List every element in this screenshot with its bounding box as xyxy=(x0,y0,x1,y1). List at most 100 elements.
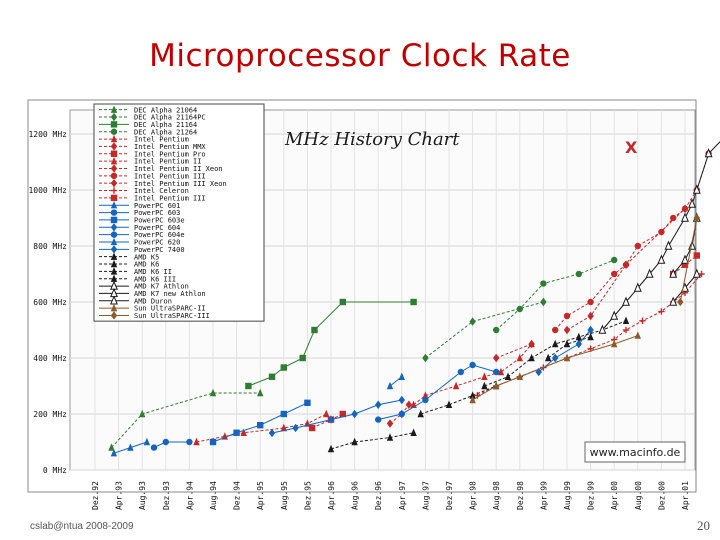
data-point xyxy=(323,409,330,418)
series xyxy=(535,325,594,377)
legend-label: AMD K7 new Athlon xyxy=(134,290,206,298)
series xyxy=(110,437,151,457)
series-line xyxy=(196,413,327,443)
legend-label: AMD K7 Athlon xyxy=(134,283,189,291)
data-point xyxy=(681,212,689,222)
data-point xyxy=(688,198,697,208)
legend-label: AMD K6 III xyxy=(134,275,176,283)
data-point xyxy=(110,449,118,457)
series-line xyxy=(378,364,497,421)
data-point xyxy=(658,308,665,315)
x-tick-label: Apr.97 xyxy=(398,481,407,510)
data-point xyxy=(110,311,118,320)
data-point xyxy=(110,194,118,202)
data-point xyxy=(398,395,405,405)
data-point xyxy=(386,381,394,390)
legend-label: Intel Pentium III Xeon xyxy=(134,180,227,188)
data-point xyxy=(110,201,118,209)
data-point xyxy=(692,184,701,194)
legend-item: Intel Pentium III Xeon xyxy=(99,178,227,188)
legend-label: PowerPC 7400 xyxy=(134,246,185,254)
x-tick-label: Dez.00 xyxy=(657,481,666,510)
x-tick-label: Apr.93 xyxy=(115,481,124,510)
data-point xyxy=(688,240,697,250)
legend-item: Sun UltraSPARC-III xyxy=(99,311,210,320)
data-point xyxy=(469,391,476,399)
data-point xyxy=(110,105,118,113)
data-point xyxy=(280,410,287,418)
x-tick-label: Aug.96 xyxy=(351,481,360,510)
legend-label: Intel Pentium III xyxy=(134,194,206,202)
legend-label: Sun UltraSPARC-II xyxy=(134,305,206,313)
data-point xyxy=(375,416,382,423)
data-point xyxy=(587,311,594,321)
data-point xyxy=(575,339,582,349)
data-point xyxy=(563,339,571,348)
data-point xyxy=(268,428,276,438)
data-point xyxy=(110,237,118,246)
data-point xyxy=(563,312,571,320)
data-point xyxy=(535,367,542,377)
data-point xyxy=(681,204,689,213)
data-point xyxy=(422,391,429,399)
data-point xyxy=(386,419,394,428)
x-tick-label: Aug.94 xyxy=(209,481,218,510)
data-point xyxy=(598,324,607,334)
data-point xyxy=(240,428,247,436)
data-point xyxy=(481,372,488,380)
data-point xyxy=(497,367,505,376)
legend-item: AMD K6 xyxy=(99,259,159,269)
legend-item: AMD K5 xyxy=(99,252,159,261)
legend-label: DEC Alpha 21264 xyxy=(134,128,197,136)
data-point xyxy=(299,354,306,362)
legend-item: PowerPC 620 xyxy=(99,237,180,247)
data-point xyxy=(110,267,118,275)
data-point xyxy=(110,164,118,173)
series xyxy=(544,332,594,362)
data-point xyxy=(622,326,630,334)
y-axis-ticks: 0 MHz 200 MHz 400 MHz 600 MHz 800 MHz 1000 MH… xyxy=(28,130,67,475)
data-point xyxy=(469,395,476,404)
series xyxy=(386,372,405,390)
legend-label: AMD Duron xyxy=(134,297,172,305)
y-tick-label: 1000 MHz xyxy=(28,186,67,195)
series xyxy=(493,339,535,363)
data-point xyxy=(481,381,488,390)
data-point xyxy=(698,270,705,278)
data-point xyxy=(504,372,512,380)
data-point xyxy=(422,353,429,363)
legend-item: AMD K6 II xyxy=(99,267,172,276)
data-point xyxy=(493,353,500,363)
x-tick-label: Dez.93 xyxy=(162,481,171,510)
data-point xyxy=(669,296,678,306)
x-axis-ticks: Dez.92 Apr.93 Aug.93 Dez.93 Apr.94 Aug.94 Dez.… xyxy=(91,481,690,510)
series-line xyxy=(420,385,497,415)
legend-label: PowerPC 604 xyxy=(134,224,180,232)
legend-item: Intel Pentium Pro xyxy=(99,150,206,158)
data-point xyxy=(110,134,118,143)
data-point xyxy=(110,112,118,122)
data-point xyxy=(493,368,500,376)
data-point xyxy=(110,245,118,254)
data-point xyxy=(193,437,200,446)
data-point xyxy=(110,128,118,135)
series-group xyxy=(108,141,720,457)
series xyxy=(563,204,689,335)
series-line xyxy=(496,343,532,359)
legend-label: Sun UltraSPARC-III xyxy=(134,312,210,320)
data-point xyxy=(110,172,118,180)
data-point xyxy=(693,213,700,223)
data-point xyxy=(704,148,713,158)
legend-box xyxy=(93,103,265,322)
data-point xyxy=(540,297,547,307)
data-point xyxy=(516,353,523,362)
watermark-box xyxy=(584,441,686,463)
data-point xyxy=(110,231,118,238)
data-point xyxy=(552,339,559,348)
data-point xyxy=(670,214,677,222)
data-point xyxy=(110,303,118,312)
series xyxy=(245,298,417,390)
x-tick-label: Aug.95 xyxy=(280,481,289,510)
data-point xyxy=(445,400,453,408)
data-point xyxy=(681,254,689,264)
